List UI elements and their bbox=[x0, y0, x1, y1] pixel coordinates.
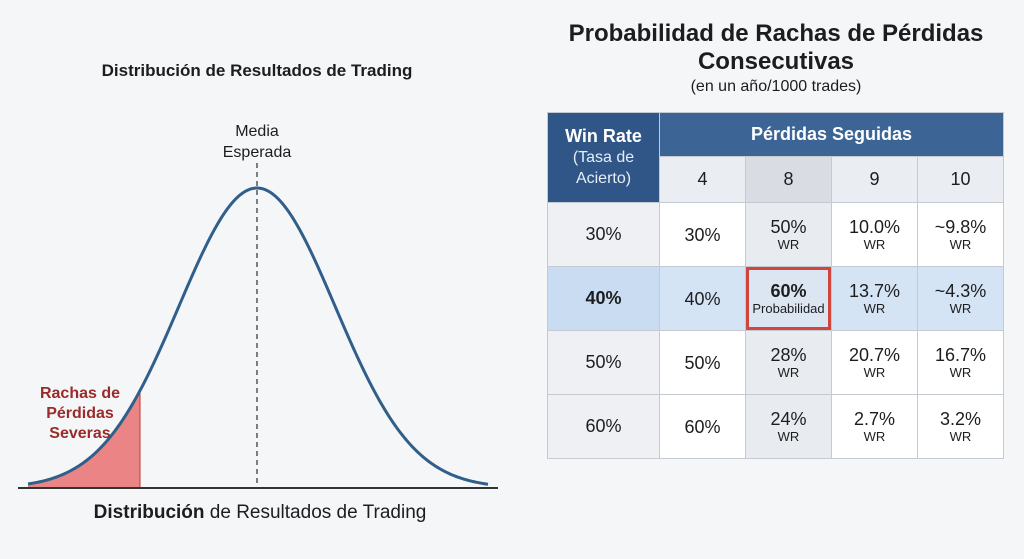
cell-sublabel: WR bbox=[949, 300, 972, 316]
emphasis-box bbox=[746, 267, 831, 330]
mean-label-line-1: Media bbox=[235, 123, 279, 140]
table-cell: 2.7% WR bbox=[831, 394, 918, 459]
table-cell: 30% bbox=[659, 202, 746, 267]
cell-value: 10.0% bbox=[848, 216, 901, 237]
table-panel: Probabilidad de Rachas de Pérdidas Conse… bbox=[540, 0, 1024, 559]
cell-value: 3.2% bbox=[939, 408, 982, 429]
cell-sublabel: WR bbox=[949, 236, 972, 252]
column-header-4: 4 bbox=[659, 156, 746, 203]
table-cell: 50% WR bbox=[745, 202, 832, 267]
cell-sublabel: WR bbox=[777, 428, 800, 444]
cell-sublabel: Probabilidad bbox=[752, 300, 825, 316]
cell-value: 60% bbox=[684, 416, 721, 437]
cell-sublabel: WR bbox=[777, 236, 800, 252]
row-header-40pct: 40% bbox=[547, 266, 660, 331]
table-body: 30% 30% 50% WR 10.0% WR ~9.8% WR 40% 40% 60% Probab… bbox=[547, 202, 1004, 459]
table-cell: ~4.3% WR bbox=[917, 266, 1004, 331]
table-cell: 24% WR bbox=[745, 394, 832, 459]
table-cell: 10.0% WR bbox=[831, 202, 918, 267]
table-row: 30% 30% 50% WR 10.0% WR ~9.8% WR bbox=[547, 202, 1004, 267]
distribution-curve bbox=[27, 186, 489, 486]
cell-value: ~9.8% bbox=[934, 216, 987, 237]
severe-tail-area bbox=[28, 390, 140, 488]
losses-group-header: Pérdidas Seguidas bbox=[659, 112, 1004, 157]
table-cell: 50% bbox=[659, 330, 746, 395]
distribution-title: Distribución de Resultados de Trading bbox=[102, 61, 413, 80]
table-row: 50% 50% 28% WR 20.7% WR 16.7% WR bbox=[547, 330, 1004, 395]
cell-value: 40% bbox=[684, 288, 721, 309]
row-header-30pct: 30% bbox=[547, 202, 660, 267]
cell-value: 24% bbox=[770, 408, 807, 429]
cell-sublabel: WR bbox=[949, 364, 972, 380]
distribution-chart: Distribución de Resultados de Trading Me… bbox=[18, 61, 498, 489]
cell-value: 16.7% bbox=[934, 344, 987, 365]
mean-label-line-2: Esperada bbox=[223, 144, 292, 161]
cell-value: 50% bbox=[770, 216, 807, 237]
cell-sublabel: WR bbox=[949, 428, 972, 444]
cell-value: 13.7% bbox=[848, 280, 901, 301]
cell-value: 50% bbox=[684, 352, 721, 373]
cell-value: ~4.3% bbox=[934, 280, 987, 301]
win-rate-header-title: Win Rate bbox=[565, 126, 642, 146]
cell-value: 30% bbox=[684, 224, 721, 245]
column-header-9: 9 bbox=[831, 156, 918, 203]
probability-table: Win Rate (Tasa de Acierto) Pérdidas Segu… bbox=[547, 112, 1004, 459]
win-rate-header: Win Rate (Tasa de Acierto) bbox=[547, 112, 660, 203]
cell-value: 60% bbox=[770, 280, 807, 301]
cell-value: 20.7% bbox=[848, 344, 901, 365]
table-row: 40% 40% 60% Probabilidad 13.7% WR ~4.3% WR bbox=[547, 266, 1004, 331]
cell-sublabel: WR bbox=[863, 236, 886, 252]
cell-sublabel: WR bbox=[863, 300, 886, 316]
distribution-caption: Distribución de Resultados de Trading bbox=[0, 502, 520, 524]
column-header-10: 10 bbox=[917, 156, 1004, 203]
cell-sublabel: WR bbox=[863, 364, 886, 380]
table-cell: 60% bbox=[659, 394, 746, 459]
table-cell: 16.7% WR bbox=[917, 330, 1004, 395]
table-cell: ~9.8% WR bbox=[917, 202, 1004, 267]
distribution-panel: Distribución de Resultados de Trading Me… bbox=[0, 61, 520, 524]
table-cell: 28% WR bbox=[745, 330, 832, 395]
table-cell: 60% Probabilidad bbox=[745, 266, 832, 331]
cell-sublabel: WR bbox=[863, 428, 886, 444]
tail-label-line-3: Severas bbox=[49, 425, 110, 442]
caption-bold: Distribución bbox=[93, 502, 205, 523]
cell-value: 28% bbox=[770, 344, 807, 365]
tail-label-line-2: Pérdidas bbox=[46, 405, 114, 422]
table-subtitle: (en un año/1000 trades) bbox=[690, 78, 862, 95]
row-header-50pct: 50% bbox=[547, 330, 660, 395]
column-header-8: 8 bbox=[745, 156, 832, 203]
table-row: 60% 60% 24% WR 2.7% WR 3.2% WR bbox=[547, 394, 1004, 459]
column-header-row: 4 8 9 10 bbox=[548, 156, 1004, 203]
win-rate-header-sub-1: (Tasa de bbox=[572, 149, 635, 166]
table-title: Probabilidad de Rachas de Pérdidas Conse… bbox=[568, 20, 984, 75]
cell-value: 2.7% bbox=[853, 408, 896, 429]
table-cell: 40% bbox=[659, 266, 746, 331]
table-cell: 3.2% WR bbox=[917, 394, 1004, 459]
caption-rest: de Resultados de Trading bbox=[204, 502, 427, 523]
table-cell: 20.7% WR bbox=[831, 330, 918, 395]
table-cell: 13.7% WR bbox=[831, 266, 918, 331]
win-rate-header-sub-2: Acierto) bbox=[575, 170, 632, 187]
cell-sublabel: WR bbox=[777, 364, 800, 380]
row-header-60pct: 60% bbox=[547, 394, 660, 459]
tail-label-line-1: Rachas de bbox=[40, 385, 120, 402]
